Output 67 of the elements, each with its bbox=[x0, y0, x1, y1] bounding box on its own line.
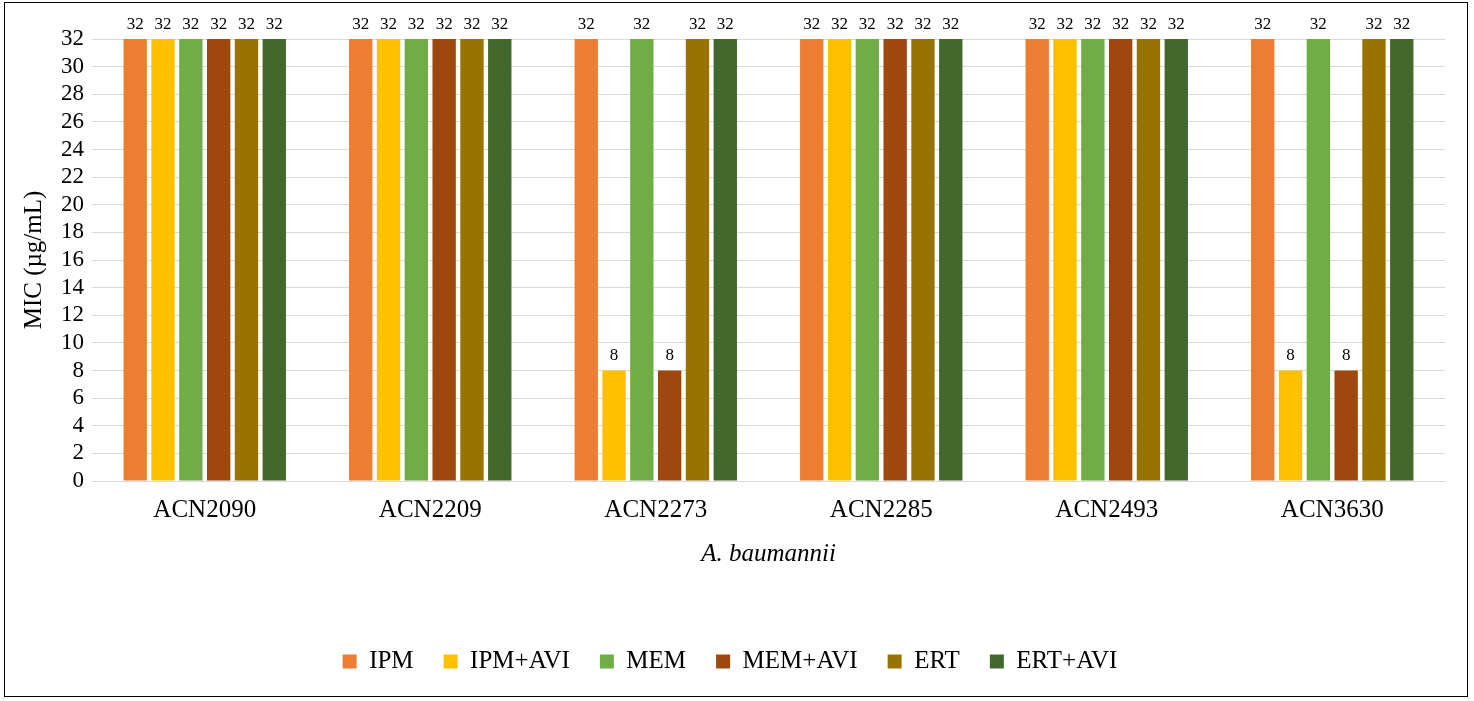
legend-label: MEM bbox=[626, 646, 687, 674]
legend-label: IPM+AVI bbox=[470, 646, 570, 674]
data-label: 32 bbox=[1139, 13, 1157, 33]
data-label: 32 bbox=[1056, 13, 1074, 33]
data-label: 32 bbox=[210, 13, 228, 33]
data-label: 32 bbox=[1365, 13, 1383, 33]
data-label: 32 bbox=[265, 13, 283, 33]
y-tick-label: 32 bbox=[61, 25, 84, 51]
x-tick-label: ACN3630 bbox=[1280, 494, 1384, 522]
x-axis-title: A. baumannii bbox=[699, 538, 836, 566]
y-axis-title: MIC (µg/mL) bbox=[18, 190, 47, 330]
data-label: 32 bbox=[914, 13, 932, 33]
y-tick-label: 8 bbox=[72, 356, 84, 382]
data-label: 32 bbox=[1167, 13, 1185, 33]
y-tick-label: 6 bbox=[72, 384, 84, 410]
data-label: 32 bbox=[803, 13, 821, 33]
x-tick-label: ACN2209 bbox=[378, 494, 482, 522]
data-label: 32 bbox=[942, 13, 960, 33]
data-label: 32 bbox=[858, 13, 876, 33]
data-label: 32 bbox=[126, 13, 144, 33]
x-tick-label: ACN2285 bbox=[829, 494, 933, 522]
y-tick-label: 16 bbox=[61, 246, 84, 272]
legend-label: ERT+AVI bbox=[1016, 646, 1118, 674]
data-label: 8 bbox=[665, 345, 674, 365]
data-label: 32 bbox=[463, 13, 481, 33]
y-tick-label: 4 bbox=[72, 411, 85, 437]
y-tick-label: 10 bbox=[61, 328, 84, 354]
data-label: 32 bbox=[688, 13, 706, 33]
data-label: 32 bbox=[1254, 13, 1272, 33]
data-label: 32 bbox=[1309, 13, 1327, 33]
y-tick-label: 20 bbox=[61, 190, 84, 216]
data-label: 32 bbox=[154, 13, 172, 33]
data-label: 32 bbox=[886, 13, 904, 33]
y-tick-label: 22 bbox=[61, 163, 84, 189]
data-label: 8 bbox=[609, 345, 619, 365]
data-label: 32 bbox=[407, 13, 425, 33]
y-tick-label: 18 bbox=[61, 218, 84, 244]
data-label: 32 bbox=[633, 13, 651, 33]
data-label: 32 bbox=[182, 13, 200, 33]
y-tick-label: 26 bbox=[61, 107, 84, 133]
y-tick-label: 2 bbox=[72, 439, 84, 465]
data-label: 32 bbox=[237, 13, 255, 33]
data-label: 8 bbox=[1341, 345, 1351, 365]
data-label: 32 bbox=[491, 13, 509, 33]
data-label: 32 bbox=[1393, 13, 1411, 33]
data-label: 32 bbox=[352, 13, 370, 33]
legend-label: ERT bbox=[914, 646, 960, 674]
legend-label: IPM bbox=[369, 646, 414, 674]
data-label: 8 bbox=[1286, 345, 1295, 365]
data-label: 32 bbox=[1028, 13, 1046, 33]
y-tick-label: 30 bbox=[61, 52, 84, 78]
data-label: 32 bbox=[380, 13, 398, 33]
data-label: 32 bbox=[1084, 13, 1102, 33]
data-label: 32 bbox=[577, 13, 595, 33]
x-tick-label: ACN2090 bbox=[153, 494, 257, 522]
y-tick-label: 0 bbox=[72, 467, 84, 493]
y-tick-label: 28 bbox=[61, 80, 84, 106]
x-tick-label: ACN2273 bbox=[604, 494, 708, 522]
data-label: 32 bbox=[435, 13, 453, 33]
x-tick-label: ACN2493 bbox=[1055, 494, 1159, 522]
data-label: 32 bbox=[1112, 13, 1130, 33]
y-tick-label: 14 bbox=[61, 273, 85, 299]
data-label: 32 bbox=[716, 13, 734, 33]
legend-label: MEM+AVI bbox=[742, 646, 858, 674]
y-tick-label: 12 bbox=[61, 301, 84, 327]
data-label: 32 bbox=[831, 13, 849, 33]
y-tick-label: 24 bbox=[61, 135, 85, 161]
